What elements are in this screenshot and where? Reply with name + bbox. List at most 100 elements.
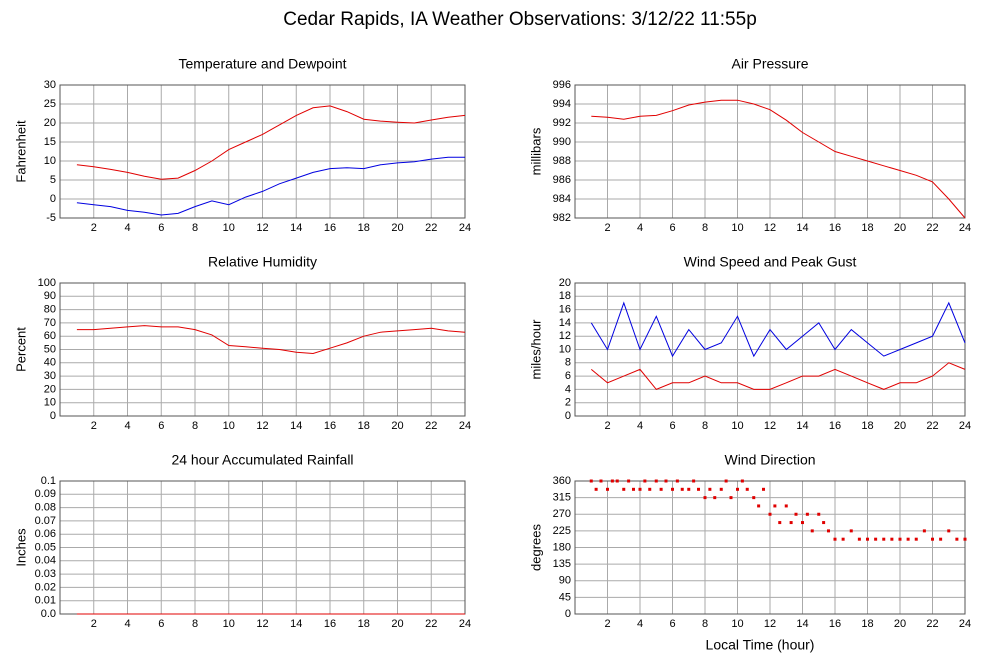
y-tick-label: 0.06 — [35, 528, 56, 540]
x-tick-label: 16 — [829, 420, 841, 432]
y-tick-label: 0.03 — [35, 568, 56, 580]
data-point — [922, 529, 926, 533]
data-point — [768, 512, 772, 516]
x-tick-label: 10 — [731, 618, 743, 630]
data-point — [827, 529, 830, 533]
x-tick-label: 14 — [290, 222, 302, 234]
data-point — [729, 496, 733, 500]
x-tick-label: 12 — [256, 618, 268, 630]
x-tick-label: 22 — [425, 420, 437, 432]
x-tick-label: 12 — [764, 618, 776, 630]
data-point — [708, 487, 712, 491]
y-tick-label: 0.08 — [35, 502, 56, 514]
chart-panel: Temperature and Dewpoint Fahrenheit -5 0 5 10… — [13, 56, 471, 234]
x-tick-label: 20 — [391, 222, 403, 234]
y-tick-label: 8 — [565, 357, 571, 369]
x-tick-label: 4 — [637, 420, 643, 432]
chart-title: Temperature and Dewpoint — [178, 56, 346, 72]
x-tick-label: 10 — [223, 420, 235, 432]
data-point — [882, 537, 886, 541]
chart-panel: Wind Speed and Peak Gustmiles/hour024681… — [528, 254, 971, 432]
chart-title: Air Pressure — [731, 56, 808, 72]
y-tick-label: 90 — [44, 290, 56, 302]
x-tick-label: 2 — [91, 618, 97, 630]
x-tick-label: 8 — [702, 420, 708, 432]
data-point — [724, 479, 728, 483]
data-point — [817, 512, 821, 516]
data-point — [627, 479, 631, 483]
x-tick-label: 18 — [358, 420, 370, 432]
data-point — [906, 537, 910, 541]
y-tick-label: 984 — [553, 193, 571, 205]
x-tick-label: 24 — [459, 618, 471, 630]
data-point — [939, 537, 943, 541]
y-axis-label: Inches — [13, 528, 28, 567]
x-tick-label: 18 — [861, 618, 873, 630]
x-tick-label: 6 — [669, 420, 675, 432]
data-line — [591, 99, 966, 219]
y-tick-label: 994 — [553, 98, 571, 110]
data-point — [664, 479, 668, 483]
data-point — [773, 504, 777, 508]
y-tick-label: 6 — [565, 370, 571, 382]
x-tick-label: 14 — [796, 618, 808, 630]
y-tick-label: 10 — [559, 343, 571, 355]
chart-title: Wind Speed and Peak Gust — [684, 254, 857, 270]
x-tick-label: 24 — [959, 420, 971, 432]
chart-title: Wind Direction — [724, 452, 815, 468]
y-tick-label: 20 — [559, 277, 571, 289]
data-point — [610, 479, 614, 483]
y-axis-label: degrees — [528, 524, 543, 571]
data-point — [866, 537, 869, 541]
y-tick-label: 992 — [553, 117, 571, 129]
data-point — [719, 487, 723, 491]
y-tick-label: 60 — [44, 330, 56, 342]
y-axis-label: Fahrenheit — [13, 120, 28, 183]
chart-title: Relative Humidity — [208, 254, 317, 270]
data-point — [784, 504, 788, 508]
x-tick-label: 22 — [926, 420, 938, 432]
x-tick-label: 18 — [861, 222, 873, 234]
x-tick-label: 4 — [124, 618, 130, 630]
y-tick-label: 0 — [565, 608, 571, 620]
x-tick-label: 24 — [459, 222, 471, 234]
y-tick-label: 315 — [553, 492, 571, 504]
x-tick-label: 4 — [637, 222, 643, 234]
x-tick-label: 22 — [425, 222, 437, 234]
x-tick-label: 20 — [894, 618, 906, 630]
y-tick-label: 0 — [565, 410, 571, 422]
x-tick-label: 2 — [604, 222, 610, 234]
y-tick-label: 30 — [44, 79, 56, 91]
data-point — [713, 496, 717, 500]
x-tick-label: 10 — [731, 222, 743, 234]
x-tick-label: 6 — [669, 618, 675, 630]
x-tick-label: 24 — [959, 618, 971, 630]
data-point — [857, 537, 861, 541]
y-tick-label: 986 — [553, 174, 571, 186]
data-point — [703, 496, 707, 500]
y-tick-label: 996 — [553, 79, 571, 91]
plot-frame — [574, 282, 966, 417]
chart-panel: 24 hour Accumulated RainfallInches0.00.0… — [13, 452, 471, 630]
x-tick-label: 10 — [223, 222, 235, 234]
data-point — [890, 537, 894, 541]
data-point — [632, 487, 635, 491]
x-tick-label: 6 — [158, 420, 164, 432]
x-tick-label: 24 — [959, 222, 971, 234]
y-tick-label: 2 — [565, 397, 571, 409]
x-tick-label: 20 — [894, 222, 906, 234]
y-tick-label: 4 — [565, 383, 571, 395]
y-tick-label: 0.09 — [35, 488, 56, 500]
data-point — [740, 479, 744, 483]
data-point — [648, 487, 652, 491]
x-tick-label: 4 — [637, 618, 643, 630]
plot-frame — [59, 282, 466, 417]
data-point — [671, 487, 674, 491]
data-point — [778, 521, 782, 525]
data-point — [914, 537, 918, 541]
y-tick-label: 270 — [553, 508, 571, 520]
x-tick-label: 16 — [829, 618, 841, 630]
x-tick-label: 12 — [764, 420, 776, 432]
data-point — [810, 529, 814, 533]
y-tick-label: 10 — [44, 155, 56, 167]
